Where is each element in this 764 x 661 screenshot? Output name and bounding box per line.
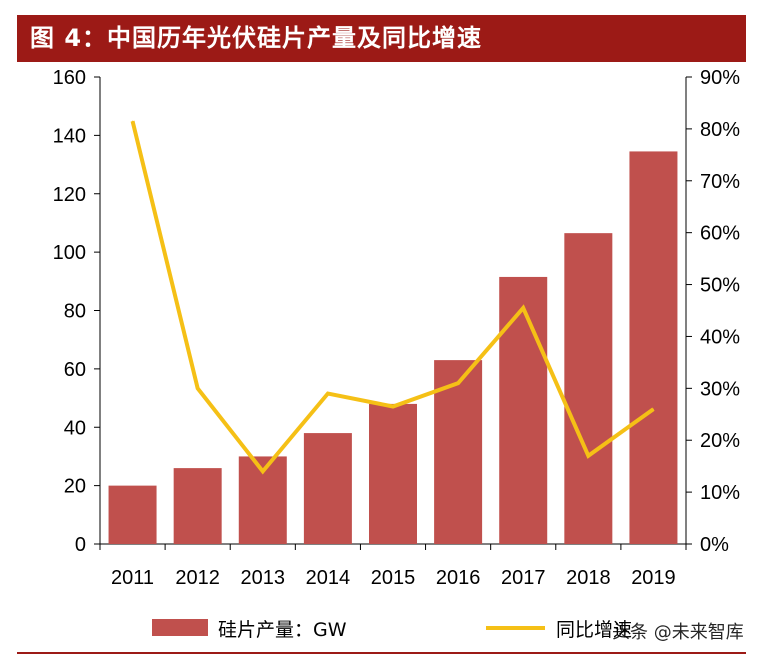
bar xyxy=(369,403,417,544)
legend-label-line: 同比增速 xyxy=(556,619,632,641)
line-point xyxy=(197,387,199,389)
x-tick-label: 2017 xyxy=(501,567,546,589)
y-right-tick-label: 90% xyxy=(700,67,740,89)
y-left-tick-label: 40 xyxy=(64,417,86,439)
line-point xyxy=(327,393,329,395)
y-right-tick-label: 50% xyxy=(700,275,740,297)
y-left-tick-label: 140 xyxy=(53,125,86,147)
line-point xyxy=(392,405,394,407)
bar xyxy=(108,485,157,544)
line-point xyxy=(457,382,459,384)
x-tick-label: 2011 xyxy=(111,567,154,589)
y-left-tick-label: 80 xyxy=(64,301,86,323)
y-left-tick-label: 100 xyxy=(53,242,86,264)
x-tick-label: 2012 xyxy=(175,567,220,589)
bar xyxy=(173,468,222,544)
bar xyxy=(303,433,352,544)
y-right-tick-label: 0% xyxy=(700,534,729,556)
y-right-tick-label: 80% xyxy=(700,119,740,141)
line-point xyxy=(132,120,134,122)
bar xyxy=(564,233,613,544)
watermark: 头条 @未来智库 xyxy=(612,622,744,643)
figure-title: 图 4：中国历年光伏硅片产量及同比增速 xyxy=(17,15,746,62)
x-tick-label: 2015 xyxy=(371,567,416,589)
x-tick-label: 2019 xyxy=(631,567,676,589)
x-tick-label: 2018 xyxy=(566,567,611,589)
legend: 硅片产量：GW 同比增速 xyxy=(152,619,632,641)
axes: 0 20 40 60 80 100 120 140 160 0% 10% 20% 30% 40% 50% 60… xyxy=(53,67,741,589)
y-left-tick-label: 20 xyxy=(64,476,86,498)
line-point xyxy=(587,455,589,457)
bottom-rule xyxy=(17,652,746,654)
bar-series xyxy=(108,151,678,544)
x-tick-label: 2016 xyxy=(436,567,481,589)
y-right-tick-label: 20% xyxy=(700,430,740,452)
line-point xyxy=(522,307,524,309)
y-right-tick-label: 10% xyxy=(700,482,740,504)
y-left-tick-label: 120 xyxy=(53,184,86,206)
y-left-tick-label: 160 xyxy=(53,67,86,89)
legend-swatch-bar xyxy=(152,619,208,636)
line-point xyxy=(262,470,264,472)
x-tick-label: 2013 xyxy=(241,567,286,589)
y-right-tick-label: 30% xyxy=(700,378,740,400)
y-right-tick-label: 60% xyxy=(700,223,740,245)
x-tick-label: 2014 xyxy=(306,567,351,589)
y-left-tick-label: 0 xyxy=(75,534,86,556)
bar xyxy=(499,276,548,544)
line-series xyxy=(130,120,655,475)
bar xyxy=(629,151,678,544)
line-point xyxy=(652,408,654,410)
legend-label-bar: 硅片产量：GW xyxy=(218,619,347,641)
y-left-tick-label: 60 xyxy=(64,359,86,381)
y-right-tick-label: 70% xyxy=(700,171,740,193)
y-right-tick-label: 40% xyxy=(700,326,740,348)
